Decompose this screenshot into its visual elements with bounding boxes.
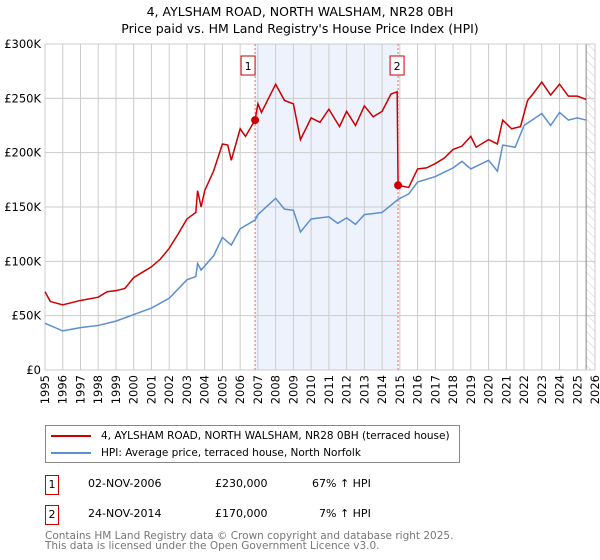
x-tick-label: 2024 (553, 375, 567, 404)
y-tick-label: £200K (4, 146, 41, 160)
x-tick-label: 2005 (215, 375, 229, 404)
x-tick-label: 2009 (286, 375, 300, 404)
sale-annotation-box (240, 55, 256, 76)
y-tick-label: £100K (4, 254, 41, 268)
price-chart: 1995 1996 1997 1998 1999 2000 2001 2002 2003 2004… (4, 37, 600, 404)
legend: 4, AYLSHAM ROAD, NORTH WALSHAM, NR28 0BH… (45, 425, 460, 463)
y-tick-label: £150K (4, 200, 41, 214)
sale-marker: 1 (45, 475, 59, 495)
footer-copyright: Contains HM Land Registry data © Crown c… (45, 530, 454, 542)
chart-title: 4, AYLSHAM ROAD, NORTH WALSHAM, NR28 0BH… (0, 3, 600, 37)
x-tick-label: 2001 (144, 375, 158, 404)
x-tick-label: 2016 (411, 375, 425, 404)
hpi-line (44, 111, 587, 332)
x-tick-label: 2007 (251, 375, 265, 404)
x-tick-label: 2014 (375, 375, 389, 404)
x-tick-label: 2025 (570, 375, 584, 404)
legend-hpi: HPI: Average price, terraced house, Nort… (101, 447, 361, 459)
subtitle: Price paid vs. HM Land Registry's House … (121, 21, 479, 36)
hpi-legend-swatch (51, 452, 91, 454)
sale-price: £170,000 (215, 507, 268, 520)
x-tick-label: 2004 (198, 375, 212, 404)
x-tick-label: 2019 (464, 375, 478, 404)
x-tick-label: 1997 (73, 375, 87, 404)
sale-marker: 2 (45, 505, 59, 525)
sale-date: 02-NOV-2006 (88, 477, 162, 490)
plot-frame (44, 43, 596, 371)
x-tick-label: 2010 (304, 375, 318, 404)
x-tick-label: 2011 (322, 375, 336, 404)
x-tick-label: 2022 (517, 375, 531, 404)
x-tick-label: 1996 (56, 375, 70, 404)
x-tick-label: 2020 (482, 375, 496, 404)
x-tick-label: 2003 (180, 375, 194, 404)
sale-point (394, 181, 403, 190)
x-tick-label: 2017 (428, 375, 442, 404)
x-tick-label: 2006 (233, 375, 247, 404)
sale-hpi: 67% ↑ HPI (312, 477, 371, 490)
footer-licence: This data is licensed under the Open Gov… (45, 540, 380, 552)
sale-annotation-label: 2 (394, 60, 401, 73)
x-tick-label: 2026 (588, 375, 600, 404)
x-tick-label: 2015 (393, 375, 407, 404)
x-tick-label: 2000 (127, 375, 141, 404)
sale-price: £230,000 (215, 477, 268, 490)
y-tick-label: £50K (12, 309, 42, 323)
x-tick-label: 2013 (357, 375, 371, 404)
x-tick-label: 2023 (535, 375, 549, 404)
x-tick-label: 1999 (109, 375, 123, 404)
x-tick-label: 1998 (91, 375, 105, 404)
x-tick-label: 2012 (340, 375, 354, 404)
sale-annotation-label: 1 (245, 60, 252, 73)
sale-date: 24-NOV-2014 (88, 507, 162, 520)
sale-hpi: 7% ↑ HPI (319, 507, 371, 520)
x-tick-label: 1995 (38, 375, 52, 404)
y-tick-label: £0 (26, 363, 41, 377)
y-tick-label: £300K (4, 37, 41, 51)
property-line (44, 80, 587, 306)
sale-annotation-box (389, 55, 405, 76)
x-tick-label: 2021 (499, 375, 513, 404)
x-tick-label: 2008 (269, 375, 283, 404)
sale-point (251, 116, 260, 125)
title: 4, AYLSHAM ROAD, NORTH WALSHAM, NR28 0BH (146, 4, 454, 19)
property-legend-swatch (51, 435, 91, 437)
legend-property: 4, AYLSHAM ROAD, NORTH WALSHAM, NR28 0BH… (101, 430, 450, 442)
footer: Contains HM Land Registry data © Crown c… (45, 530, 454, 552)
x-tick-label: 2018 (446, 375, 460, 404)
x-tick-label: 2002 (162, 375, 176, 404)
y-tick-label: £250K (4, 91, 41, 105)
